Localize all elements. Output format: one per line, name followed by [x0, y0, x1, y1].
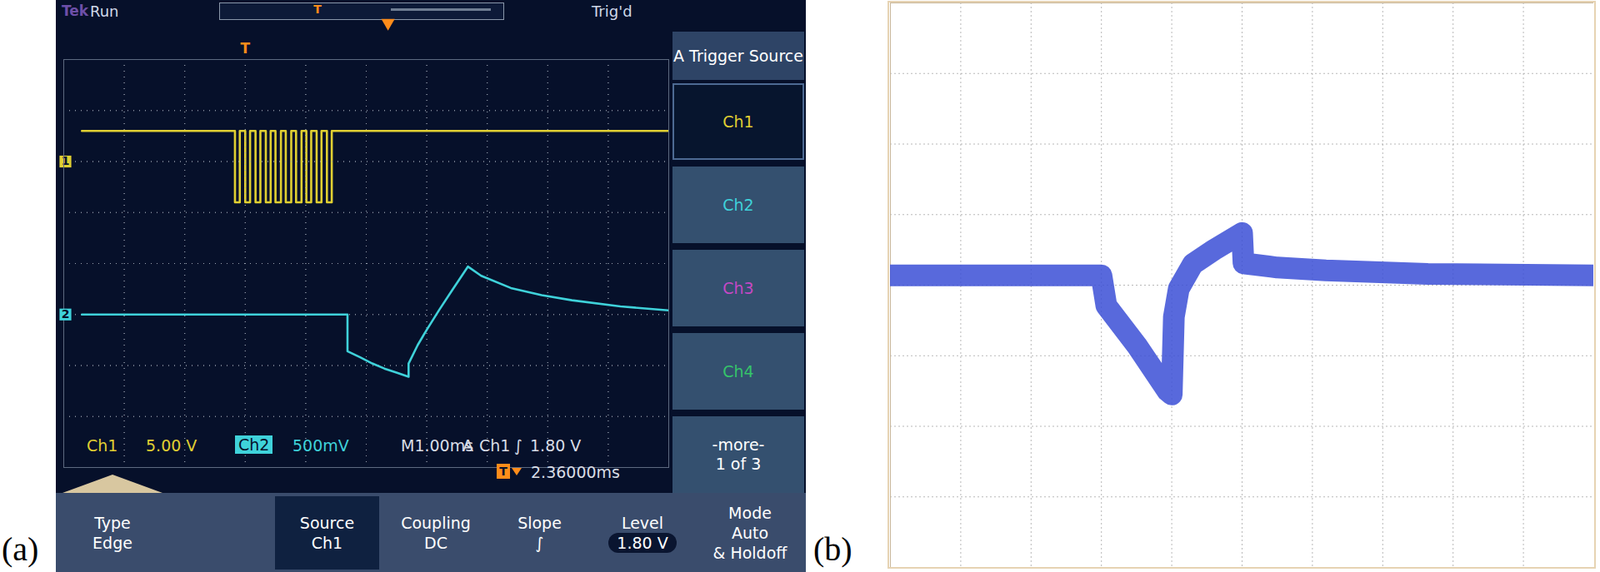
html-text:Source: Source — [299, 514, 355, 533]
html-text:Ch3: Ch3 — [722, 279, 754, 298]
html-text:1.80 V: 1.80 V — [616, 534, 669, 553]
html-text:Slope: Slope — [517, 514, 562, 533]
html-text:Mode: Mode — [728, 504, 772, 523]
html-text:Tek Run: Tek Run — [61, 2, 119, 20]
html-text:2.36000ms: 2.36000ms — [530, 463, 620, 482]
html-text:1.80 V: 1.80 V — [530, 436, 582, 455]
html-text:(a): (a) — [1, 530, 39, 569]
html-text:5.00 V: 5.00 V — [145, 436, 197, 455]
html-text:-more-: -more- — [712, 435, 765, 455]
html-text:A Trigger Source: A Trigger Source — [673, 46, 804, 65]
html-text:Ch2: Ch2 — [722, 195, 754, 215]
html-text:Trig'd: Trig'd — [591, 2, 633, 20]
html-text:500mV: 500mV — [292, 436, 349, 455]
html-text:M1.00ms: M1.00ms — [400, 436, 474, 455]
html-text:& Holdoff: & Holdoff — [713, 544, 787, 563]
html-text:Ch4: Ch4 — [722, 362, 754, 381]
svg-text:2: 2 — [61, 307, 70, 321]
html-text:A Ch1 ∫: A Ch1 ∫ — [462, 436, 523, 455]
html-text:DC: DC — [424, 534, 448, 553]
html-text:T: T — [313, 2, 322, 16]
html-text:T: T — [499, 465, 508, 479]
html-text:Auto: Auto — [731, 524, 769, 543]
html-text:Ch1: Ch1 — [722, 112, 754, 131]
html-text:1 of 3: 1 of 3 — [715, 455, 762, 474]
html-text:Ch1: Ch1 — [311, 534, 343, 553]
html-text:Edge: Edge — [92, 534, 133, 553]
html-text:Ch2: Ch2 — [238, 435, 270, 455]
html-text:Coupling: Coupling — [401, 514, 471, 533]
svg-text:T: T — [240, 40, 250, 57]
html-text:Ch1: Ch1 — [86, 436, 118, 455]
html-text:Type: Type — [94, 514, 131, 533]
svg-text:1: 1 — [61, 154, 70, 168]
html-text:Level: Level — [621, 514, 664, 533]
html-text:(b): (b) — [813, 530, 853, 569]
